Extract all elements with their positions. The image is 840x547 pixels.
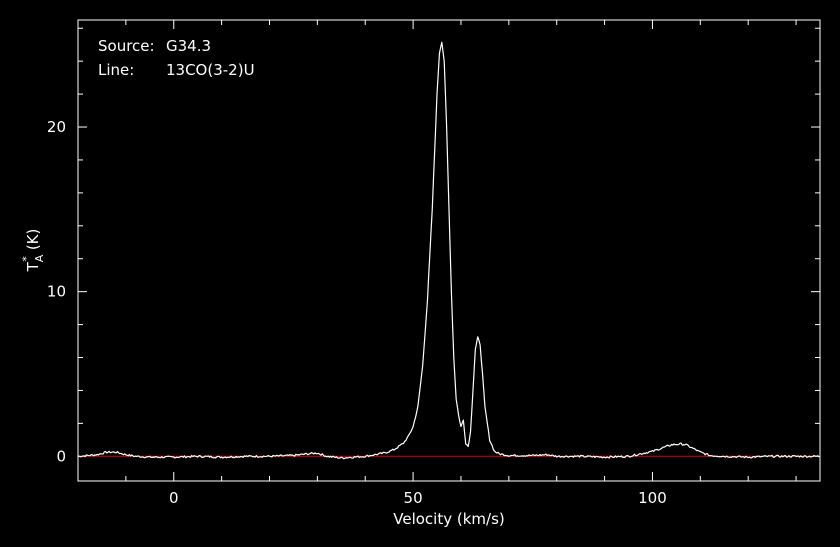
y-ticks: 0 10 20 [47, 27, 820, 465]
x-tick-label: 100 [638, 489, 667, 507]
source-label: Source: [98, 37, 155, 55]
spectrum-line [77, 41, 821, 460]
x-tick-label: 50 [404, 489, 423, 507]
y-axis-label-unit: (K) [24, 229, 42, 251]
line-value: 13CO(3-2)U [166, 61, 255, 79]
y-tick-label: 10 [47, 283, 66, 301]
source-value: G34.3 [166, 37, 211, 55]
y-axis-label-subscript: A [33, 254, 46, 262]
line-label: Line: [98, 61, 134, 79]
y-axis-label-superscript: * [20, 256, 33, 262]
y-tick-label: 0 [56, 447, 66, 465]
plot-frame [77, 19, 821, 482]
x-axis-label: Velocity (km/s) [393, 510, 504, 528]
x-tick-label: 0 [169, 489, 179, 507]
x-ticks: 0 50 100 [125, 20, 797, 507]
y-axis-label-base: T [24, 261, 42, 272]
y-tick-label: 20 [47, 118, 66, 136]
y-axis-label: TA* (K) [20, 229, 46, 273]
